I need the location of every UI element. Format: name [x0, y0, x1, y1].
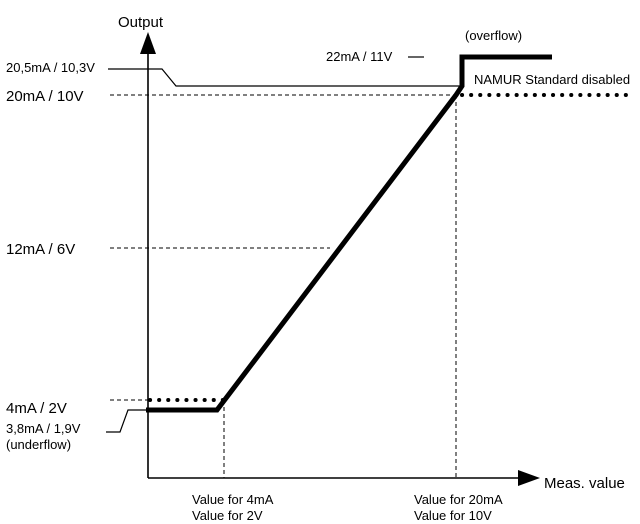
label-x-high-line1: Value for 20mA	[414, 492, 503, 507]
label-underflow-value: 3,8mA / 1,9V	[6, 421, 81, 436]
label-namur-high: 20,5mA / 10,3V	[6, 60, 95, 75]
label-4ma: 4mA / 2V	[6, 400, 67, 417]
y-axis-label: Output	[118, 14, 164, 31]
label-namur-disabled: NAMUR Standard disabled	[474, 72, 630, 87]
label-overflow-word: (overflow)	[465, 28, 522, 43]
label-20ma: 20mA / 10V	[6, 88, 84, 105]
label-x-low-line1: Value for 4mA	[192, 492, 274, 507]
x-axis-label: Meas. value	[544, 475, 625, 492]
namur-limit-line	[108, 68, 462, 87]
x-axis-arrowhead	[518, 470, 540, 486]
label-x-low-line2: Value for 2V	[192, 508, 263, 523]
label-12ma: 12mA / 6V	[6, 241, 75, 258]
underflow-leader	[106, 409, 146, 433]
y-axis-arrowhead	[140, 32, 156, 54]
label-x-high-line2: Value for 10V	[414, 508, 492, 523]
label-overflow-value: 22mA / 11V	[326, 49, 393, 64]
label-underflow-word: (underflow)	[6, 437, 71, 452]
output-curve	[146, 54, 552, 413]
